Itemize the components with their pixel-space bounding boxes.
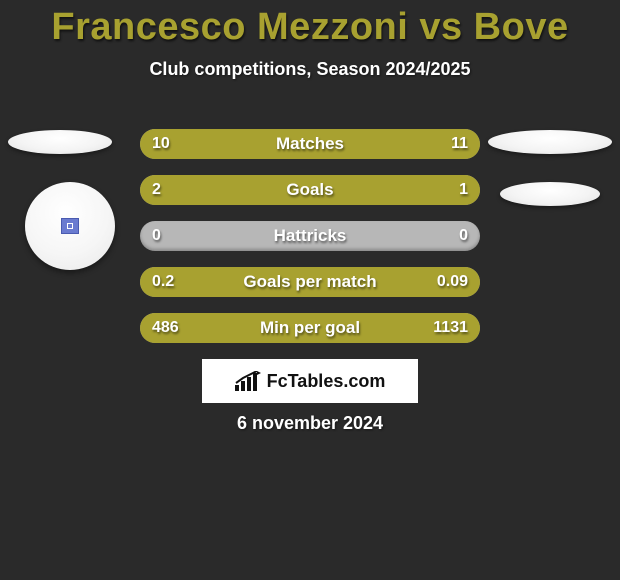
page-subtitle: Club competitions, Season 2024/2025 (0, 59, 620, 80)
stat-bar: 0.20.09Goals per match (140, 267, 480, 297)
stat-bar: 21Goals (140, 175, 480, 205)
decor-ellipse-a (8, 130, 112, 154)
stat-bar: 1011Matches (140, 129, 480, 159)
decor-ellipse-b (488, 130, 612, 154)
comparison-infographic: Francesco Mezzoni vs Bove Club competiti… (0, 6, 620, 580)
stat-bar: 00Hattricks (140, 221, 480, 251)
date-text: 6 november 2024 (0, 413, 620, 434)
stat-label: Min per goal (140, 313, 480, 343)
stat-bars: 1011Matches 21Goals 00Hattricks 0.20.09Goal… (140, 129, 480, 359)
attribution-text: FcTables.com (267, 371, 386, 392)
stat-label: Hattricks (140, 221, 480, 251)
badge-icon (61, 218, 79, 234)
stat-label: Goals (140, 175, 480, 205)
attribution-badge: FcTables.com (202, 359, 418, 403)
stat-label: Goals per match (140, 267, 480, 297)
attribution-logo-icon (235, 371, 261, 391)
decor-ellipse-c (500, 182, 600, 206)
page-title: Francesco Mezzoni vs Bove (0, 6, 620, 49)
stat-bar: 4861131Min per goal (140, 313, 480, 343)
stat-label: Matches (140, 129, 480, 159)
decor-circle (25, 182, 115, 270)
